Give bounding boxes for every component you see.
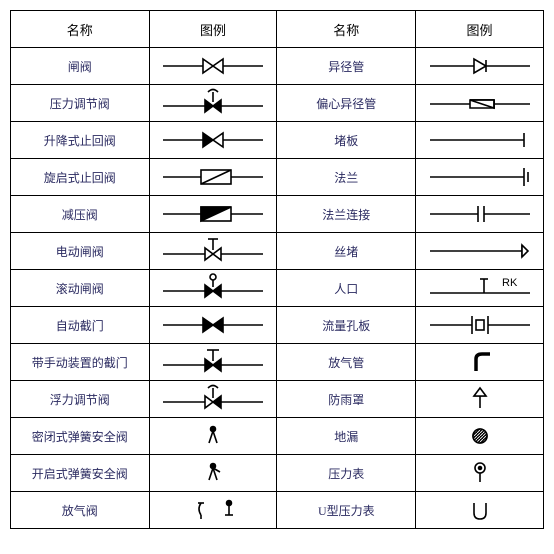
table-row: 带手动装置的截门 放气管 xyxy=(11,344,544,381)
symbol-rk-manhole: RK xyxy=(416,270,544,307)
symbol-eccentric-reducer xyxy=(416,85,544,122)
item-name-right: 堵板 xyxy=(277,122,416,159)
item-name-left: 放气阀 xyxy=(11,492,150,529)
item-name-right: 偏心异径管 xyxy=(277,85,416,122)
symbol-manual-cutoff xyxy=(149,344,277,381)
header-symbol: 图例 xyxy=(149,11,277,48)
symbol-box-diag xyxy=(149,159,277,196)
item-name-left: 滚动闸阀 xyxy=(11,270,150,307)
svg-text:RK: RK xyxy=(502,277,518,289)
table-row: 放气阀 U型压力表 xyxy=(11,492,544,529)
item-name-right: 法兰 xyxy=(277,159,416,196)
symbol-spring-closed xyxy=(149,418,277,455)
item-name-right: 放气管 xyxy=(277,344,416,381)
table-row: 浮力调节阀 防雨罩 xyxy=(11,381,544,418)
header-symbol: 图例 xyxy=(416,11,544,48)
symbol-end-bar xyxy=(416,122,544,159)
item-name-right: 丝堵 xyxy=(277,233,416,270)
header-name: 名称 xyxy=(277,11,416,48)
item-name-left: 旋启式止回阀 xyxy=(11,159,150,196)
item-name-left: 带手动装置的截门 xyxy=(11,344,150,381)
symbol-bowtie-half xyxy=(149,122,277,159)
symbol-float-control xyxy=(149,381,277,418)
item-name-left: 闸阀 xyxy=(11,48,150,85)
symbol-control-valve xyxy=(149,85,277,122)
table-row: 开启式弹簧安全阀 压力表 xyxy=(11,455,544,492)
symbol-gauge xyxy=(416,455,544,492)
item-name-right: 防雨罩 xyxy=(277,381,416,418)
item-name-right: 异径管 xyxy=(277,48,416,85)
item-name-right: 人口 xyxy=(277,270,416,307)
table-row: 闸阀 异径管 xyxy=(11,48,544,85)
item-name-left: 压力调节阀 xyxy=(11,85,150,122)
item-name-right: 法兰连接 xyxy=(277,196,416,233)
symbol-plug-end xyxy=(416,233,544,270)
symbol-rolling-valve xyxy=(149,270,277,307)
table-row: 升降式止回阀 堵板 xyxy=(11,122,544,159)
symbol-box-diag-filled xyxy=(149,196,277,233)
table-row: 密闭式弹簧安全阀 地漏 xyxy=(11,418,544,455)
item-name-left: 浮力调节阀 xyxy=(11,381,150,418)
item-name-left: 密闭式弹簧安全阀 xyxy=(11,418,150,455)
symbol-electric-valve xyxy=(149,233,277,270)
symbol-u-gauge xyxy=(416,492,544,529)
item-name-left: 电动闸阀 xyxy=(11,233,150,270)
symbol-flange-double xyxy=(416,196,544,233)
item-name-right: 压力表 xyxy=(277,455,416,492)
item-name-left: 自动截门 xyxy=(11,307,150,344)
symbol-legend-table: 名称图例名称图例闸阀异径管压力调节阀偏心异径管升降式止回阀堵板旋启式止回阀法兰减… xyxy=(10,10,544,529)
item-name-right: 流量孔板 xyxy=(277,307,416,344)
symbol-bowtie-outline xyxy=(149,48,277,85)
symbol-spring-open xyxy=(149,455,277,492)
symbol-rain-cap xyxy=(416,381,544,418)
table-row: 压力调节阀 偏心异径管 xyxy=(11,85,544,122)
item-name-left: 开启式弹簧安全阀 xyxy=(11,455,150,492)
table-row: 电动闸阀 丝堵 xyxy=(11,233,544,270)
table-row: 滚动闸阀 人口 RK xyxy=(11,270,544,307)
item-name-right: 地漏 xyxy=(277,418,416,455)
symbol-drain xyxy=(416,418,544,455)
symbol-reducer xyxy=(416,48,544,85)
symbol-bowtie-solid xyxy=(149,307,277,344)
symbol-vent-valve xyxy=(149,492,277,529)
table-row: 减压阀 法兰连接 xyxy=(11,196,544,233)
symbol-orifice xyxy=(416,307,544,344)
item-name-right: U型压力表 xyxy=(277,492,416,529)
item-name-left: 升降式止回阀 xyxy=(11,122,150,159)
table-row: 旋启式止回阀 法兰 xyxy=(11,159,544,196)
header-name: 名称 xyxy=(11,11,150,48)
symbol-vent-arm xyxy=(416,344,544,381)
symbol-flange-single xyxy=(416,159,544,196)
item-name-left: 减压阀 xyxy=(11,196,150,233)
table-row: 自动截门 流量孔板 xyxy=(11,307,544,344)
